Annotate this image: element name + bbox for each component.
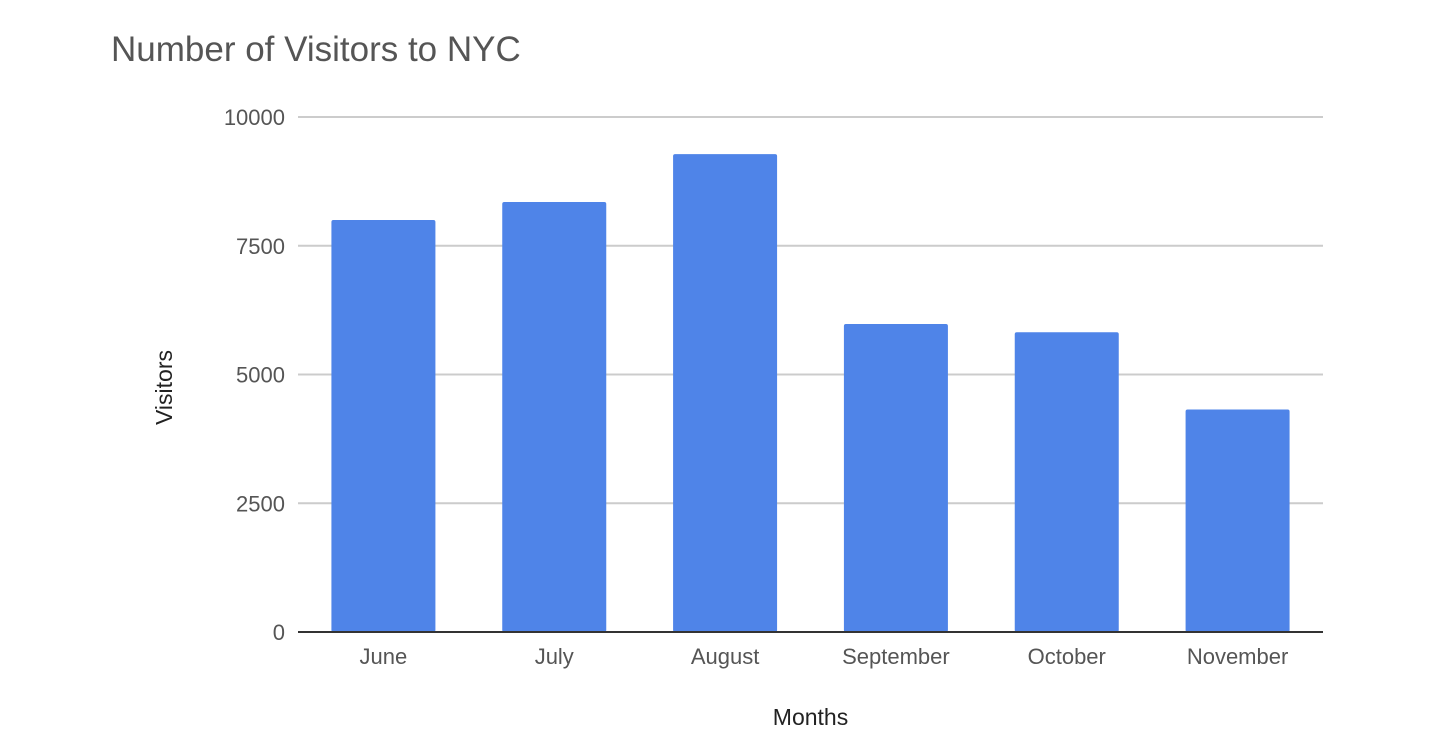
x-axis-ticks: June July August September October November — [360, 644, 1289, 669]
y-tick-label: 10000 — [224, 105, 285, 130]
x-tick-label: June — [360, 644, 408, 669]
y-tick-label: 5000 — [236, 363, 285, 388]
bar-october — [1014, 332, 1119, 632]
chart-title: Number of Visitors to NYC — [111, 30, 521, 69]
y-tick-label: 0 — [273, 620, 285, 645]
x-tick-label: October — [1028, 644, 1106, 669]
y-axis-title: Visitors — [151, 350, 177, 425]
bar-august — [673, 154, 778, 632]
x-axis-title: Months — [773, 704, 848, 730]
y-tick-label: 7500 — [236, 234, 285, 259]
bar-september — [843, 324, 948, 632]
y-axis-ticks: 0 2500 5000 7500 10000 — [224, 105, 285, 645]
bar-july — [502, 201, 607, 632]
y-tick-label: 2500 — [236, 491, 285, 516]
x-tick-label: November — [1187, 644, 1288, 669]
x-tick-label: August — [691, 644, 760, 669]
x-tick-label: September — [842, 644, 950, 669]
gridlines — [298, 116, 1323, 505]
bar-june — [331, 220, 436, 632]
x-tick-label: July — [535, 644, 574, 669]
bars — [331, 154, 1290, 632]
bar-november — [1185, 409, 1290, 632]
